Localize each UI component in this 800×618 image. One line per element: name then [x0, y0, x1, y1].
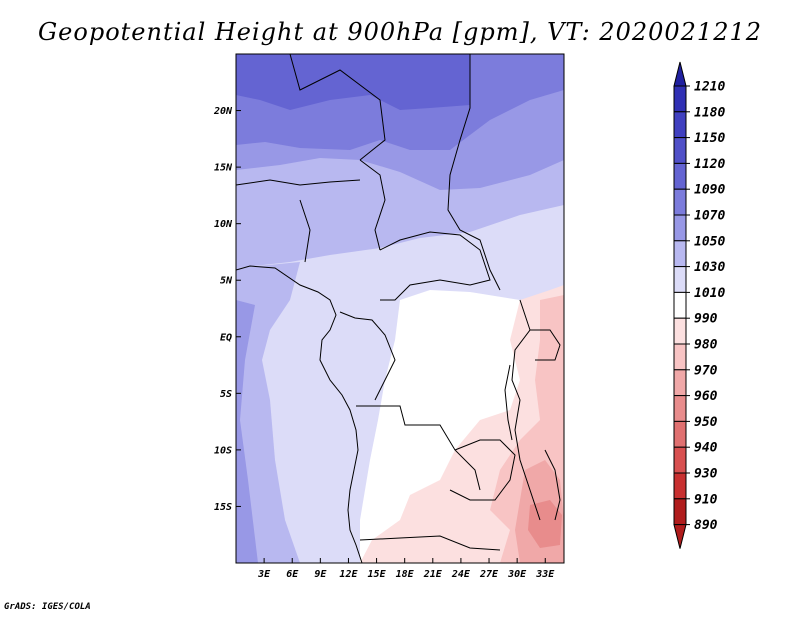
lat-tick-label: 5N — [220, 276, 233, 287]
colorbar-swatch — [673, 162, 687, 190]
lat-tick-label: 15S — [214, 502, 232, 513]
border-sahel — [236, 179, 361, 186]
lon-tick-label: 12E — [339, 569, 358, 580]
colorbar-swatch — [673, 369, 687, 397]
colorbar-swatch — [673, 266, 687, 293]
colorbar-swatch — [673, 343, 687, 371]
lon-tick-label: 30E — [507, 569, 527, 580]
colorbar-swatch — [673, 498, 687, 526]
colorbar-label: 950 — [694, 415, 718, 430]
colorbar-swatch — [673, 85, 687, 113]
border-drc-angola — [356, 405, 481, 491]
longitude-axis: 3E 6E 9E 12E 15E 18E 21E 24E 27E 30E 33E — [257, 558, 555, 580]
band-1120 — [236, 54, 470, 110]
colorbar-label: 1090 — [694, 183, 725, 198]
colorbar-swatch — [673, 240, 687, 268]
band-west-1050 — [236, 262, 300, 563]
colorbar-swatch — [673, 111, 687, 139]
border-chad-sudan — [447, 54, 501, 291]
colorbar-label: 960 — [694, 389, 718, 404]
colorbar-swatch — [673, 420, 687, 448]
colorbar-swatch — [673, 472, 687, 500]
lat-tick-label: 10N — [214, 219, 233, 230]
colorbar-top-arrow — [673, 61, 687, 87]
border-niger-chad — [359, 159, 386, 251]
colorbar-label: 910 — [694, 492, 718, 507]
border-sahara-north — [289, 54, 386, 161]
lon-tick-label: 18E — [396, 569, 415, 580]
colorbar-swatch — [673, 446, 687, 474]
colorbar-label: 980 — [694, 338, 718, 353]
height-field — [236, 54, 564, 563]
border-malawi — [544, 449, 561, 521]
lat-tick-label: EQ — [220, 332, 232, 343]
map-title: Geopotential Height at 900hPa [gpm], VT:… — [38, 18, 762, 46]
colorbar-swatch — [673, 137, 687, 164]
border-east-africa — [511, 299, 541, 521]
band-west-1070 — [236, 300, 258, 563]
colorbar-swatch — [673, 188, 687, 216]
lat-tick-label: 5S — [220, 389, 232, 400]
band-950 — [528, 500, 562, 548]
lon-tick-label: 24E — [451, 569, 471, 580]
lon-tick-label: 9E — [314, 569, 327, 580]
colorbar-swatch — [673, 317, 687, 345]
colorbar-label: 1030 — [694, 260, 725, 275]
country-borders — [236, 54, 561, 563]
border-lake-tanganyika — [504, 364, 513, 441]
colorbar-label: 1180 — [694, 105, 725, 120]
colorbar-label: 1070 — [694, 209, 725, 224]
lat-tick-label: 20N — [213, 106, 233, 117]
colorbar-swatch — [673, 214, 687, 242]
colorbar: 1210 1180 1150 1120 1090 1070 1050 1030 1010 990 9… — [673, 61, 725, 549]
coastline-west-africa — [236, 265, 363, 563]
border-congo-drc — [339, 311, 396, 401]
colorbar-label: 990 — [694, 312, 718, 327]
colorbar-label: 1210 — [694, 80, 725, 95]
lon-tick-label: 27E — [479, 569, 499, 580]
colorbar-label: 930 — [694, 467, 718, 482]
map-frame — [235, 53, 565, 564]
lon-tick-label: 3E — [257, 569, 271, 580]
colorbar-label: 1050 — [694, 234, 725, 249]
colorbar-swatch — [673, 395, 687, 422]
border-angola-south — [359, 535, 501, 551]
lon-tick-label: 33E — [535, 569, 555, 580]
lon-tick-label: 15E — [368, 569, 387, 580]
colorbar-bottom-arrow — [673, 524, 687, 549]
border-zambia — [449, 439, 516, 501]
colorbar-label: 1150 — [694, 131, 725, 146]
border-car — [379, 231, 491, 301]
colorbar-label: 890 — [694, 518, 718, 533]
colorbar-label: 1010 — [694, 286, 725, 301]
lat-tick-label: 10S — [214, 445, 232, 456]
lat-tick-label: 15N — [214, 163, 233, 174]
colorbar-label: 940 — [694, 441, 718, 456]
lon-tick-label: 6E — [286, 569, 299, 580]
border-uganda — [530, 329, 561, 361]
latitude-axis: 20N 15N 10N 5N EQ 5S 10S 15S — [213, 106, 241, 513]
colorbar-swatch — [673, 291, 687, 319]
colorbar-label: 1120 — [694, 157, 725, 172]
colorbar-label: 970 — [694, 363, 718, 378]
lon-tick-label: 21E — [423, 569, 443, 580]
grads-credit: GrADS: IGES/COLA — [4, 602, 91, 612]
border-nigeria — [299, 199, 311, 263]
